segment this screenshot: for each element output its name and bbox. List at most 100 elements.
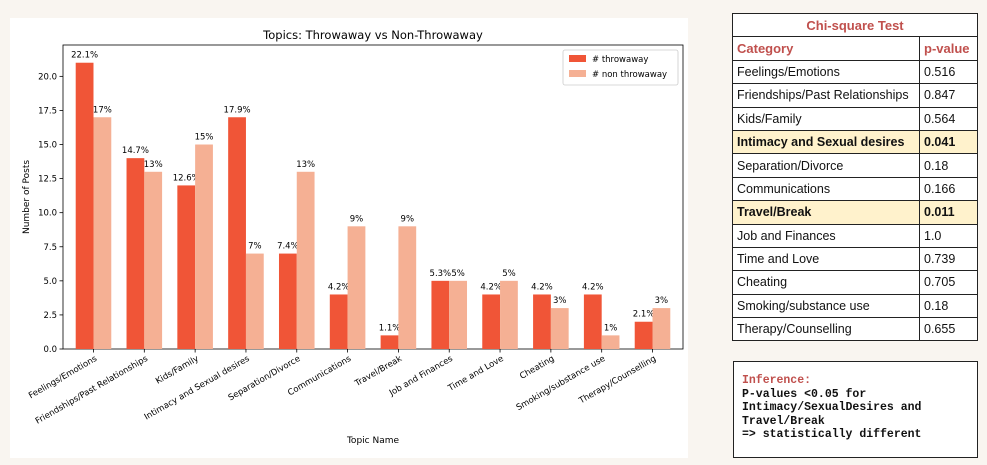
y-axis-label: Number of Posts <box>22 160 32 234</box>
p-value-cell: 0.739 <box>919 246 978 272</box>
table-row: Friendships/Past Relationships 0.847 <box>732 83 978 108</box>
table-row: Job and Finances 1.0 <box>732 223 978 248</box>
bar-throwaway <box>126 158 145 349</box>
bar-value-label: 7.4% <box>277 242 299 252</box>
bar-throwaway <box>431 280 450 349</box>
p-value-header: p-value <box>919 36 978 61</box>
bar-throwaway <box>533 294 551 349</box>
table-row: Travel/Break 0.011 <box>732 200 978 225</box>
x-tick-label: Cheating <box>518 354 556 382</box>
bar-non-throwaway <box>93 117 112 349</box>
inference-line: Travel/Break <box>742 414 825 428</box>
inference-line: P-values <0.05 for <box>742 387 867 401</box>
bar-throwaway <box>177 185 196 349</box>
category-cell: Cheating <box>732 270 920 295</box>
bar-value-label: 14.7% <box>122 146 149 156</box>
table-row: Communications 0.166 <box>732 176 978 202</box>
p-value-cell: 0.655 <box>919 317 978 342</box>
p-value-cell: 0.516 <box>919 59 978 85</box>
p-value-cell: 0.041 <box>919 129 978 155</box>
category-cell: Intimacy and Sexual desires <box>732 129 920 155</box>
p-value-cell: 0.18 <box>919 293 978 319</box>
category-cell: Smoking/substance use <box>732 293 920 319</box>
bar-value-label: 5% <box>451 269 465 279</box>
bar-value-label: 13% <box>296 160 315 170</box>
bar-non-throwaway <box>347 226 366 349</box>
p-value-cell: 0.847 <box>919 83 978 108</box>
y-tick-label: 2.5 <box>43 311 57 321</box>
bar-value-label: 2.1% <box>633 310 655 320</box>
table-row: Kids/Family 0.564 <box>732 106 978 131</box>
category-cell: Separation/Divorce <box>732 153 920 178</box>
bar-non-throwaway <box>601 335 620 349</box>
table-row: Feelings/Emotions 0.516 <box>732 59 978 85</box>
legend-label: # non throwaway <box>592 70 667 80</box>
x-tick-label: Smoking/substance use <box>515 354 607 413</box>
table-title: Chi-square Test <box>732 12 978 38</box>
bar-throwaway <box>583 294 602 349</box>
bar-value-label: 12.6% <box>173 173 200 183</box>
y-tick-label: 7.5 <box>43 243 57 253</box>
bar-throwaway <box>75 62 94 349</box>
bar-throwaway <box>380 335 399 349</box>
category-cell: Feelings/Emotions <box>732 59 920 85</box>
table-body: Feelings/Emotions 0.516 Friendships/Past R… <box>732 59 978 342</box>
bar-value-label: 7% <box>248 242 262 252</box>
bar-non-throwaway <box>550 308 569 349</box>
category-cell: Communications <box>732 176 920 202</box>
table-row: Cheating 0.705 <box>732 270 978 295</box>
bar-value-label: 3% <box>655 296 669 306</box>
bar-non-throwaway <box>449 280 468 349</box>
bar-value-label: 5.3% <box>430 269 452 279</box>
bar-value-label: 22.1% <box>71 51 98 61</box>
chart-title: Topics: Throwaway vs Non-Throwaway <box>262 28 483 42</box>
table-row: Intimacy and Sexual desires 0.041 <box>732 129 978 155</box>
bar-throwaway <box>329 294 348 349</box>
bar-value-label: 4.2% <box>531 282 553 292</box>
inference-box: Inference: P-values <0.05 for Intimacy/S… <box>733 361 978 458</box>
bar-non-throwaway <box>144 171 163 349</box>
bar-value-label: 4.2% <box>480 282 502 292</box>
bar-non-throwaway <box>195 144 213 349</box>
p-value-cell: 0.18 <box>919 153 978 178</box>
table-row: Therapy/Counselling 0.655 <box>732 317 978 342</box>
p-value-cell: 0.705 <box>919 270 978 295</box>
y-tick-label: 5.0 <box>43 277 57 287</box>
bar-non-throwaway <box>652 308 671 349</box>
legend-box <box>562 49 679 86</box>
bar-value-label: 1% <box>604 323 618 333</box>
p-value-cell: 0.564 <box>919 106 978 131</box>
bar-value-label: 15% <box>195 133 214 143</box>
bar-non-throwaway <box>296 171 315 349</box>
category-header: Category <box>732 36 920 61</box>
legend-swatch <box>569 55 586 62</box>
category-cell: Friendships/Past Relationships <box>732 83 920 108</box>
table-row: Smoking/substance use 0.18 <box>732 293 978 319</box>
bar-non-throwaway <box>398 226 417 349</box>
bar-non-throwaway <box>500 280 518 349</box>
y-tick-label: 20.0 <box>38 72 57 82</box>
bar-value-label: 9% <box>350 214 364 224</box>
bar-throwaway <box>278 253 297 349</box>
bar-value-label: 4.2% <box>582 282 604 292</box>
bar-value-label: 5% <box>502 269 516 279</box>
bar-value-label: 3% <box>553 296 567 306</box>
inference-line: => statistically different <box>742 428 922 441</box>
x-tick-label: Time and Love <box>446 354 506 394</box>
bar-throwaway <box>482 294 501 349</box>
x-tick-label: Kids/Family <box>154 354 201 387</box>
bar-chart: Topics: Throwaway vs Non-Throwaway 0.0 2.5… <box>22 28 684 446</box>
y-tick-label: 0.0 <box>43 345 57 355</box>
chi-square-table: Chi-square Test Category p-value Feeling… <box>732 12 978 342</box>
y-tick-label: 12.5 <box>38 175 57 185</box>
p-value-cell: 0.166 <box>919 176 978 202</box>
category-cell: Kids/Family <box>732 106 920 131</box>
y-tick-label: 10.0 <box>38 209 57 219</box>
inference-line: Intimacy/SexualDesires and <box>742 401 922 414</box>
bar-value-label: 4.2% <box>328 282 350 292</box>
bar-value-label: 17.9% <box>224 105 251 115</box>
y-tick-label: 17.5 <box>38 106 57 116</box>
y-tick-label: 15.0 <box>38 141 57 151</box>
x-axis-label: Topic Name <box>346 436 400 446</box>
category-cell: Therapy/Counselling <box>732 317 920 342</box>
